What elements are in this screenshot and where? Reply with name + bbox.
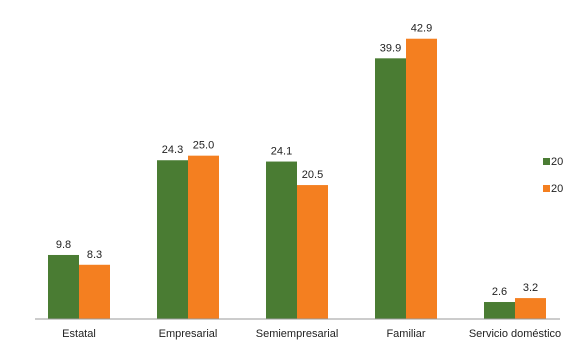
bar-empresarial-series-1 [157,160,188,319]
bar-empresarial-series-2 [188,155,219,319]
bar-familiar-series-1 [375,58,406,319]
bar-servicio-dom-stico-series-1 [484,302,515,319]
bar-estatal-series-2 [79,264,110,319]
bar-semiempresarial-series-2 [297,185,328,319]
bar-familiar-series-2 [406,38,437,319]
value-label: 20.5 [302,169,323,181]
value-labels-group: 9.8 8.3 24.3 25.0 24.1 20.5 39.9 42.9 2.6 3.2 [56,23,538,298]
category-labels-group: Estatal Empresarial Semiempresarial Familia… [62,328,561,340]
legend-swatch [543,185,550,192]
category-label: Empresarial [159,328,218,340]
value-label: 3.2 [523,282,538,294]
value-label: 24.3 [162,144,183,156]
bar-semiempresarial-series-1 [266,161,297,319]
category-label: Semiempresarial [256,328,339,340]
category-label: Estatal [62,328,96,340]
legend-swatch [543,158,550,165]
value-label: 42.9 [411,23,432,35]
value-label: 39.9 [380,42,401,54]
value-label: 9.8 [56,239,71,251]
legend-label: 20 [551,183,563,195]
value-label: 8.3 [87,249,102,261]
value-label: 2.6 [492,286,507,298]
legend-label: 20 [551,156,563,168]
category-label: Familiar [386,328,425,340]
value-label: 24.1 [271,146,292,158]
bar-servicio-dom-stico-series-2 [515,298,546,319]
bar-estatal-series-1 [48,254,79,319]
value-label: 25.0 [193,140,214,152]
bars-group [48,38,546,319]
category-label: Servicio doméstico [469,328,561,340]
